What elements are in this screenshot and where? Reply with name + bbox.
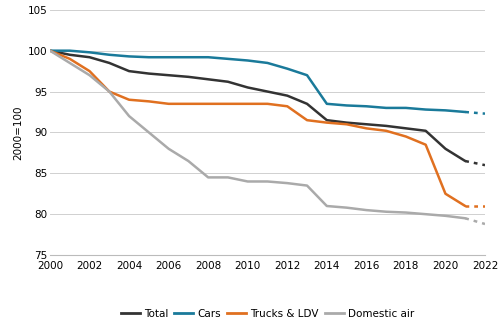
Y-axis label: 2000=100: 2000=100	[14, 105, 24, 160]
Legend: Total, Cars, Trucks & LDV, Domestic air: Total, Cars, Trucks & LDV, Domestic air	[116, 304, 418, 323]
